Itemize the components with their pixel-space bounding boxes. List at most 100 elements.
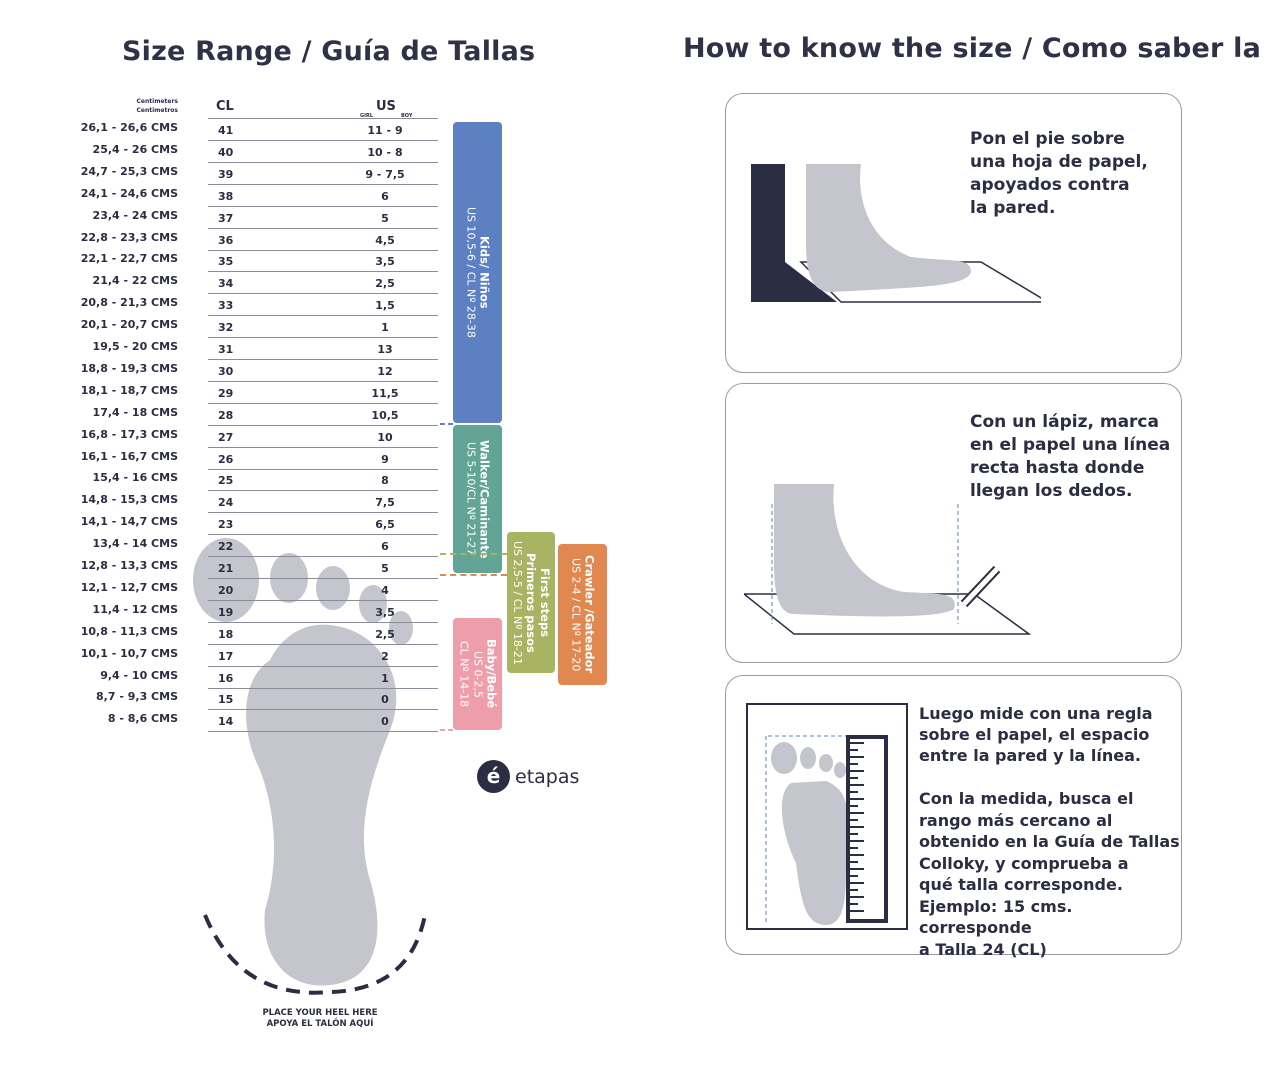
cl-size: 38	[218, 189, 234, 203]
row-divider	[208, 315, 438, 317]
table-row: 19,5 - 20 CMS 31 13	[90, 338, 438, 360]
heel-instruction: PLACE YOUR HEEL HERE APOYA EL TALÓN AQUÍ	[240, 1008, 400, 1030]
category-range: US 0-2,5	[471, 650, 485, 698]
row-divider	[208, 249, 438, 251]
row-divider	[208, 424, 438, 426]
row-divider	[208, 161, 438, 163]
logo-text: etapas	[515, 765, 580, 788]
us-size: 10	[377, 430, 393, 444]
cl-size: 15	[218, 693, 234, 707]
row-divider	[208, 468, 438, 470]
us-size: 1	[381, 321, 389, 335]
row-divider	[208, 402, 438, 404]
us-size: 10 - 8	[367, 145, 403, 159]
us-size: 1,5	[375, 299, 395, 313]
table-row: 20,8 - 21,3 CMS 33 1,5	[81, 294, 438, 317]
us-size: 4	[381, 583, 389, 597]
cm-range: 25,4 - 26 CMS	[92, 142, 178, 156]
cm-range: 9,4 - 10 CMS	[100, 668, 178, 682]
cm-range: 18,8 - 19,3 CMS	[80, 361, 178, 375]
table-row: 10,1 - 10,7 CMS 17 2	[81, 645, 438, 667]
table-row: 18,1 - 18,7 CMS 29 11,5	[81, 382, 438, 404]
table-row: 22,1 - 22,7 CMS 35 3,5	[81, 250, 438, 273]
row-divider	[208, 359, 438, 360]
table-row: 8 - 8,6 CMS 14 0	[90, 710, 438, 733]
cl-size: 40	[218, 145, 234, 159]
cl-size: 14	[218, 715, 234, 729]
table-row: 12,1 - 12,7 CMS 20 4	[81, 579, 438, 601]
cl-size: 36	[218, 233, 234, 247]
table-row: 26,1 - 26,6 CMS 41 11 - 9	[81, 119, 438, 141]
category-first-steps: First steps Primeros pasos US 2,5-5 / CL N…	[507, 532, 555, 673]
cm-range: 22,8 - 23,3 CMS	[80, 230, 178, 244]
centimeters-header: Centimeters Centimetros	[110, 97, 178, 115]
etapas-logo: é etapas	[477, 760, 579, 793]
cm-range: 8,7 - 9,3 CMS	[96, 690, 178, 704]
row-divider	[208, 534, 438, 536]
us-size: 2,5	[375, 277, 395, 291]
us-size: 7,5	[375, 496, 395, 510]
ruler-measure-illustration	[746, 703, 908, 930]
category-range-cl: CL Nº 14-18	[457, 640, 471, 708]
divider-dash	[440, 423, 453, 425]
cm-range: 10,1 - 10,7 CMS	[80, 646, 178, 660]
cl-size: 25	[218, 474, 234, 488]
row-divider	[208, 446, 438, 448]
us-size: 5	[381, 211, 389, 225]
foot-silhouette-icon	[193, 538, 427, 995]
table-row: 16,8 - 17,3 CMS 27 10	[81, 426, 438, 448]
us-size: 10,5	[371, 408, 399, 422]
table-row: 18,8 - 19,3 CMS 30 12	[81, 360, 438, 382]
foot-on-paper-illustration	[751, 164, 1041, 303]
cl-size: 19	[218, 605, 234, 619]
cm-range: 13,4 - 14 CMS	[92, 537, 178, 551]
divider-dash	[440, 729, 453, 731]
heel-text-en: PLACE YOUR HEEL HERE	[262, 1008, 378, 1018]
cl-size: 17	[218, 649, 234, 663]
cm-range: 23,4 - 24 CMS	[92, 208, 178, 222]
cl-header: CL	[216, 99, 234, 114]
row-divider	[208, 337, 438, 339]
left-title: Size Range / Guía de Tallas	[122, 36, 536, 67]
category-title: Kids/ Niños	[477, 236, 492, 309]
us-size: 6,5	[375, 518, 395, 532]
row-divider	[208, 227, 438, 229]
table-row: 17,4 - 18 CMS 28 10,5	[90, 404, 438, 426]
table-row: 12,8 - 13,3 CMS 21 5	[81, 557, 438, 579]
heel-text-es: APOYA EL TALÓN AQUÍ	[266, 1019, 374, 1029]
us-size: 0	[381, 715, 389, 729]
us-size: 1	[381, 671, 389, 685]
cl-size: 20	[218, 583, 234, 597]
right-title: How to know the size / Como saber la tal…	[683, 33, 1268, 64]
category-title: Walker/Caminante	[477, 439, 492, 559]
step-3-text-2: Con la medida, busca el rango más cercan…	[919, 789, 1180, 959]
row-divider	[208, 599, 438, 601]
step-1-text: Pon el pie sobre una hoja de papel, apoy…	[970, 129, 1148, 218]
cm-range: 12,1 - 12,7 CMS	[80, 580, 178, 594]
table-row: 25,4 - 26 CMS 40 10 - 8	[90, 141, 438, 163]
cm-range: 14,1 - 14,7 CMS	[80, 515, 178, 529]
step-2-panel: Con un lápiz, marca en el papel una líne…	[725, 383, 1182, 663]
us-size: 6	[381, 540, 389, 554]
cl-size: 24	[218, 496, 234, 510]
row-divider	[208, 271, 438, 273]
cm-range: 20,1 - 20,7 CMS	[80, 318, 178, 332]
row-divider	[208, 556, 438, 558]
cl-size: 22	[218, 540, 234, 554]
table-row: 22,8 - 23,3 CMS 36 4,5	[81, 229, 438, 251]
row-divider	[208, 578, 438, 579]
cl-size: 30	[218, 364, 234, 378]
row-divider	[208, 380, 438, 382]
cm-range: 16,1 - 16,7 CMS	[80, 449, 178, 463]
cl-size: 32	[218, 321, 234, 335]
category-baby: Baby/Bebé US 0-2,5 CL Nº 14-18	[453, 618, 502, 730]
us-size: 9 - 7,5	[365, 167, 405, 181]
cm-range: 19,5 - 20 CMS	[92, 340, 178, 353]
cl-size: 39	[218, 167, 234, 181]
pencil-marking-illustration	[744, 484, 1032, 635]
cm-range: 18,1 - 18,7 CMS	[80, 383, 178, 397]
cl-size: 28	[218, 408, 234, 422]
cl-size: 27	[218, 430, 234, 444]
cm-range: 15,4 - 16 CMS	[92, 471, 178, 485]
cm-range: 10,8 - 11,3 CMS	[80, 624, 178, 638]
